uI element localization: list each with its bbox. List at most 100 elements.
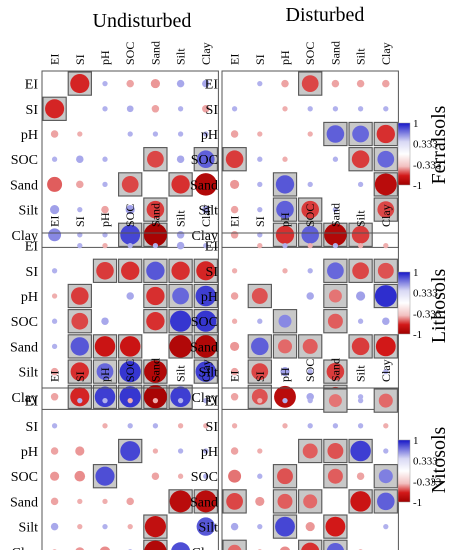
corr-circle-silt-si [257,206,263,213]
corr-circle-clay-soc [120,224,141,245]
corr-circle-sand-si [251,337,269,356]
corr-circle-sand-soc [119,336,141,357]
corr-circle-ph-si [251,288,268,304]
col-label: EI [228,371,242,382]
corr-circle-silt-ph [275,516,295,537]
corr-circle-clay-silt [351,226,370,244]
corr-circle-sand-si [255,496,265,506]
corr-circle-silt-soc [127,523,133,530]
corr-circle-soc-ei [228,469,242,483]
corr-circle-ei-clay [203,242,209,249]
corr-circle-ph-si [71,287,89,305]
corr-circle-ei-clay [383,242,389,249]
corr-circle-silt-ei [50,205,60,215]
col-label: SOC [303,359,317,382]
corr-circle-ei-clay [378,393,393,408]
corr-circle-si-ph [282,268,288,274]
corr-circle-soc-ph [101,317,109,325]
corr-circle-ei-ph [102,397,108,404]
col-label: Sand [328,41,342,65]
corr-circle-clay-ei [50,393,59,401]
corr-circle-silt-sand [326,362,345,381]
corr-circle-clay-si [251,388,268,405]
col-label: EI [228,216,242,227]
panel-nitosols-disturbed: EISIpHSOCSandSiltClayEISIpHSOCSandSiltCl… [190,358,399,550]
corr-circle-ei-soc [307,397,313,404]
panel-frame [41,387,219,550]
corr-circle-ei-clay [202,79,210,88]
corr-circle-si-sand [332,423,339,429]
corr-circle-sand-silt [357,181,364,188]
corr-circle-soc-si [257,473,263,479]
corr-circle-sand-soc [126,497,134,506]
row-label: pH [201,128,218,143]
corr-circle-ph-ei [51,293,58,299]
col-label: Sand [148,358,162,382]
corr-circle-si-ph [102,423,108,429]
corr-circle-ei-soc [126,79,134,88]
corr-circle-silt-soc [307,368,313,375]
corr-circle-soc-silt [170,310,192,332]
corr-circle-silt-clay [196,517,215,536]
corr-circle-ph-ei [50,130,59,138]
color-legend-nitosols: 1 0.333 -0.333 -1 [397,435,442,509]
col-label: pH [278,50,292,65]
corr-circle-silt-sand [332,206,339,213]
corr-circle-ei-si [257,80,263,87]
corr-circle-sand-clay [375,336,396,357]
corr-circle-silt-clay [383,523,389,530]
corr-circle-ph-soc [307,131,313,137]
corr-circle-soc-clay [382,317,390,325]
panel-nitosols-undisturbed: EISIpHSOCSandSiltClayEISIpHSOCSandSiltCl… [10,358,219,550]
corr-circle-clay-sand [144,540,167,550]
corr-circle-ph-ei [230,130,239,138]
col-label: EI [48,216,62,227]
legend-tick: 1 [413,435,419,447]
legend-tick: 0.333 [413,456,438,468]
corr-circle-silt-soc [305,522,315,532]
corr-circle-soc-ei [51,156,58,162]
corr-circle-silt-ei [50,522,59,531]
corr-circle-sand-soc [307,181,313,188]
col-label: Silt [174,48,188,65]
corr-circle-silt-sand [144,360,167,383]
panel-ferralsols-undisturbed: EI SI pH SOC Sand Silt ClayEISIpHSOCSandSiltCl… [10,41,219,248]
corr-circle-sand-ei [230,341,240,351]
col-label: Sand [148,203,162,227]
corr-circle-sand-silt [171,175,190,194]
corr-circle-sand-si [70,337,89,356]
row-label: SOC [191,153,218,168]
col-label: SOC [303,42,317,65]
col-label: Clay [379,204,393,227]
corr-circle-ei-soc [301,75,319,92]
row-label: pH [21,290,38,305]
col-label: SOC [123,359,137,382]
row-label: SOC [191,315,218,330]
corr-circle-si-soc [121,261,140,280]
col-label: Silt [174,365,188,382]
corr-circle-si-ei [51,423,58,429]
legend-tick: -0.333 [413,159,442,171]
corr-circle-si-sand [332,106,339,112]
corr-circle-ph-silt [177,448,184,454]
corr-circle-sand-clay [194,173,218,196]
corr-circle-ei-sand [152,242,159,249]
corr-circle-sand-soc [303,494,318,509]
legend-bar [397,122,411,186]
corr-circle-si-soc [307,423,313,429]
row-label: EI [205,78,219,93]
col-label: Silt [174,210,188,227]
corr-circle-silt-sand [144,516,166,538]
row-label: Silt [199,521,219,536]
corr-circle-ph-sand [146,286,165,306]
row-label: Silt [199,366,219,381]
corr-circle-sand-soc [121,176,139,193]
corr-circle-soc-clay [377,150,395,168]
corr-circle-si-soc [307,106,313,112]
corr-circle-silt-soc [119,361,141,383]
corr-circle-ei-sand [331,79,340,88]
corr-circle-si-ph [282,106,288,112]
corr-circle-soc-clay [203,473,209,479]
corr-circle-silt-ei [230,367,239,376]
corr-circle-ph-soc [302,443,318,459]
